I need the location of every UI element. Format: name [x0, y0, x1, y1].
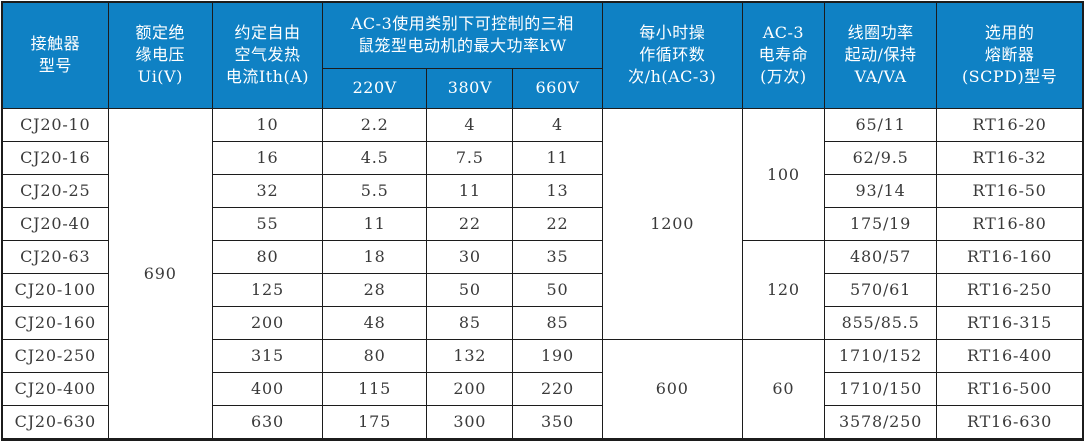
cell-model: CJ20-160 — [1, 305, 109, 340]
header-electrical-life: AC-3 电寿命 (万次) — [741, 1, 825, 109]
cell-coil-power: 3578/250 — [823, 404, 938, 440]
cell-kw-380: 22 — [426, 206, 514, 241]
header-coil-power: 线圈功率 起动/保持 VA/VA — [823, 1, 938, 109]
cell-fuse-type: RT16-250 — [936, 272, 1084, 307]
cell-kw-380: 11 — [426, 173, 514, 208]
cell-coil-power: 1710/150 — [823, 371, 938, 406]
cell-model: CJ20-250 — [1, 338, 109, 373]
cell-thermal-current: 10 — [211, 107, 324, 142]
cell-kw-220: 4.5 — [322, 140, 428, 175]
cell-coil-power: 93/14 — [823, 173, 938, 208]
cell-electrical-life: 100 — [741, 107, 825, 241]
cell-coil-power: 570/61 — [823, 272, 938, 307]
cell-kw-660: 350 — [512, 404, 603, 440]
table-row: CJ20-63 80 18 30 35 120 480/57 RT16-160 — [1, 239, 1084, 340]
cell-kw-660: 22 — [512, 206, 603, 241]
cell-thermal-current: 400 — [211, 371, 324, 406]
cell-coil-power: 65/11 — [823, 107, 938, 142]
cell-kw-660: 50 — [512, 272, 603, 307]
cell-model: CJ20-16 — [1, 140, 109, 175]
cell-model: CJ20-10 — [1, 107, 109, 142]
cell-coil-power: 175/19 — [823, 206, 938, 241]
table-row: CJ20-400 400 115 200 220 1710/150 RT16-5… — [1, 371, 1084, 406]
cell-fuse-type: RT16-32 — [936, 140, 1084, 175]
header-insulation-voltage: 额定绝 缘电压 Ui(V) — [107, 1, 213, 109]
cell-kw-220: 115 — [322, 371, 428, 406]
cell-fuse-type: RT16-315 — [936, 305, 1084, 340]
cell-kw-660: 13 — [512, 173, 603, 208]
header-max-power-group: AC-3使用类别下可控制的三相 鼠笼型电动机的最大功率kW — [322, 1, 603, 69]
cell-kw-660: 4 — [512, 107, 603, 142]
cell-electrical-life: 120 — [741, 239, 825, 340]
cell-kw-220: 18 — [322, 239, 428, 274]
table-row: CJ20-25 32 5.5 11 13 93/14 RT16-50 — [1, 173, 1084, 208]
cell-coil-power: 1710/152 — [823, 338, 938, 373]
header-cycles-per-hour: 每小时操 作循环数 次/h(AC-3) — [601, 1, 743, 109]
table-row: CJ20-40 55 11 22 22 175/19 RT16-80 — [1, 206, 1084, 241]
cell-kw-660: 190 — [512, 338, 603, 373]
cell-fuse-type: RT16-500 — [936, 371, 1084, 406]
cell-kw-380: 30 — [426, 239, 514, 274]
cell-kw-220: 48 — [322, 305, 428, 340]
cell-thermal-current: 125 — [211, 272, 324, 307]
cell-fuse-type: RT16-630 — [936, 404, 1084, 440]
cell-kw-380: 50 — [426, 272, 514, 307]
cell-fuse-type: RT16-80 — [936, 206, 1084, 241]
cell-coil-power: 62/9.5 — [823, 140, 938, 175]
cell-thermal-current: 80 — [211, 239, 324, 274]
table-row: CJ20-10 690 10 2.2 4 4 1200 100 65/11 RT… — [1, 107, 1084, 440]
cell-kw-380: 300 — [426, 404, 514, 440]
cell-model: CJ20-40 — [1, 206, 109, 241]
cell-cycles-per-hour: 600 — [601, 338, 743, 440]
cell-fuse-type: RT16-20 — [936, 107, 1084, 142]
table-row: CJ20-100 125 28 50 50 570/61 RT16-250 — [1, 272, 1084, 307]
table-row: CJ20-630 630 175 300 350 3578/250 RT16-6… — [1, 404, 1084, 440]
cell-fuse-type: RT16-160 — [936, 239, 1084, 274]
cell-fuse-type: RT16-50 — [936, 173, 1084, 208]
cell-kw-380: 4 — [426, 107, 514, 142]
cell-electrical-life: 60 — [741, 338, 825, 440]
cell-kw-220: 28 — [322, 272, 428, 307]
cell-thermal-current: 630 — [211, 404, 324, 440]
cell-model: CJ20-63 — [1, 239, 109, 274]
cell-model: CJ20-630 — [1, 404, 109, 440]
cell-thermal-current: 315 — [211, 338, 324, 373]
cell-kw-660: 11 — [512, 140, 603, 175]
cell-thermal-current: 200 — [211, 305, 324, 340]
cell-thermal-current: 55 — [211, 206, 324, 241]
cell-coil-power: 855/85.5 — [823, 305, 938, 340]
cell-model: CJ20-25 — [1, 173, 109, 208]
cell-kw-220: 5.5 — [322, 173, 428, 208]
cell-fuse-type: RT16-400 — [936, 338, 1084, 373]
cell-kw-380: 7.5 — [426, 140, 514, 175]
cell-kw-660: 35 — [512, 239, 603, 274]
header-thermal-current: 约定自由 空气发热 电流Ith(A) — [211, 1, 324, 109]
table-row: CJ20-16 16 4.5 7.5 11 62/9.5 RT16-32 — [1, 140, 1084, 175]
cell-cycles-per-hour: 1200 — [601, 107, 743, 340]
cell-kw-220: 80 — [322, 338, 428, 373]
table-row: CJ20-250 315 80 132 190 600 60 1710/152 … — [1, 338, 1084, 440]
cell-kw-660: 220 — [512, 371, 603, 406]
cell-insulation-voltage: 690 — [107, 107, 213, 440]
header-voltage-660v: 660V — [512, 67, 603, 109]
header-contactor-model: 接触器 型号 — [1, 1, 109, 109]
cell-kw-380: 200 — [426, 371, 514, 406]
cell-coil-power: 480/57 — [823, 239, 938, 274]
cell-kw-380: 132 — [426, 338, 514, 373]
header-voltage-380v: 380V — [426, 67, 514, 109]
cell-kw-660: 85 — [512, 305, 603, 340]
header-fuse-type: 选用的 熔断器 (SCPD)型号 — [936, 1, 1084, 109]
cell-kw-220: 2.2 — [322, 107, 428, 142]
cell-kw-380: 85 — [426, 305, 514, 340]
cell-model: CJ20-100 — [1, 272, 109, 307]
cell-thermal-current: 16 — [211, 140, 324, 175]
cell-kw-220: 11 — [322, 206, 428, 241]
cell-model: CJ20-400 — [1, 371, 109, 406]
cell-thermal-current: 32 — [211, 173, 324, 208]
header-voltage-220v: 220V — [322, 67, 428, 109]
cell-kw-220: 175 — [322, 404, 428, 440]
